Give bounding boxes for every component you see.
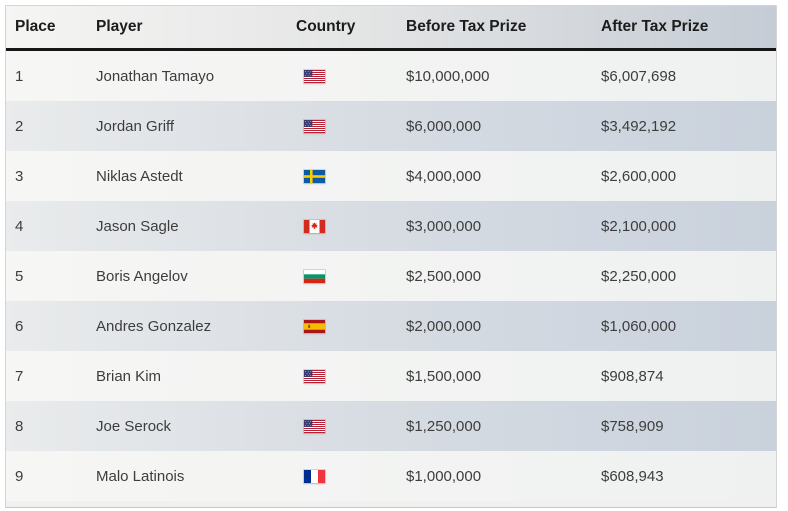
- table-row: 5 Boris Angelov $2,500,000 $2,250,000: [6, 251, 776, 301]
- place-cell: 8: [15, 417, 24, 435]
- before-tax-prize-cell: $2,500,000: [406, 267, 482, 285]
- before-tax-prize-cell: $1,500,000: [406, 367, 482, 385]
- prize-table: Place Player Country Before Tax Prize Af…: [5, 5, 777, 508]
- place-cell: 7: [15, 367, 24, 385]
- table-row: 1 Jonathan Tamayo $10,000,000 $6,007,698: [6, 51, 776, 101]
- column-header-country: Country: [296, 18, 356, 35]
- after-tax-prize-cell: $758,909: [601, 417, 664, 435]
- before-tax-prize-cell: $10,000,000: [406, 67, 490, 85]
- column-header-player: Player: [96, 18, 143, 35]
- after-tax-prize-cell: $2,250,000: [601, 267, 677, 285]
- country-cell: [296, 218, 406, 235]
- place-cell: 2: [15, 117, 24, 135]
- table-row: 7 Brian Kim $1,500,000 $908,874: [6, 351, 776, 401]
- column-header-before-tax-prize: Before Tax Prize: [406, 18, 527, 35]
- place-cell: 9: [15, 467, 24, 485]
- country-cell: [296, 268, 406, 285]
- before-tax-prize-cell: $2,000,000: [406, 317, 482, 335]
- player-name-cell: Jason Sagle: [96, 217, 179, 235]
- player-name-cell: Malo Latinois: [96, 467, 185, 485]
- country-cell: [296, 418, 406, 435]
- player-name-cell: Joe Serock: [96, 417, 172, 435]
- player-name-cell: Niklas Astedt: [96, 167, 183, 185]
- after-tax-prize-cell: $608,943: [601, 467, 664, 485]
- country-cell: [296, 68, 406, 85]
- us-flag-icon: [304, 70, 325, 84]
- table-body: 1 Jonathan Tamayo $10,000,000 $6,007,698…: [6, 51, 776, 501]
- before-tax-prize-cell: $1,250,000: [406, 417, 482, 435]
- place-cell: 6: [15, 317, 24, 335]
- after-tax-prize-cell: $2,600,000: [601, 167, 677, 185]
- player-name-cell: Brian Kim: [96, 367, 162, 385]
- sweden-flag-icon: [304, 170, 325, 184]
- before-tax-prize-cell: $1,000,000: [406, 467, 482, 485]
- player-name-cell: Andres Gonzalez: [96, 317, 212, 335]
- place-cell: 3: [15, 167, 24, 185]
- before-tax-prize-cell: $4,000,000: [406, 167, 482, 185]
- after-tax-prize-cell: $908,874: [601, 367, 664, 385]
- player-name-cell: Jonathan Tamayo: [96, 67, 215, 85]
- us-flag-icon: [304, 120, 325, 134]
- spain-flag-icon: [304, 320, 325, 334]
- us-flag-icon: [304, 370, 325, 384]
- country-cell: [296, 318, 406, 335]
- after-tax-prize-cell: $3,492,192: [601, 117, 677, 135]
- after-tax-prize-cell: $1,060,000: [601, 317, 677, 335]
- table-row: 6 Andres Gonzalez $2,000,000 $1,060,000: [6, 301, 776, 351]
- after-tax-prize-cell: $6,007,698: [601, 67, 677, 85]
- table-row: 3 Niklas Astedt $4,000,000 $2,600,000: [6, 151, 776, 201]
- table-row: 8 Joe Serock $1,250,000 $758,909: [6, 401, 776, 451]
- country-cell: [296, 168, 406, 185]
- bulgaria-flag-icon: [304, 270, 325, 284]
- player-name-cell: Boris Angelov: [96, 267, 188, 285]
- country-cell: [296, 468, 406, 485]
- column-header-place: Place: [15, 18, 56, 35]
- country-cell: [296, 368, 406, 385]
- table-header-row: Place Player Country Before Tax Prize Af…: [6, 6, 776, 51]
- player-name-cell: Jordan Griff: [96, 117, 175, 135]
- france-flag-icon: [304, 470, 325, 484]
- table-row: 4 Jason Sagle $3,000,000 $2,100,000: [6, 201, 776, 251]
- column-header-after-tax-prize: After Tax Prize: [601, 18, 709, 35]
- country-cell: [296, 118, 406, 135]
- place-cell: 5: [15, 267, 24, 285]
- place-cell: 1: [15, 67, 24, 85]
- after-tax-prize-cell: $2,100,000: [601, 217, 677, 235]
- before-tax-prize-cell: $3,000,000: [406, 217, 482, 235]
- us-flag-icon: [304, 420, 325, 434]
- table-row: 2 Jordan Griff $6,000,000 $3,492,192: [6, 101, 776, 151]
- before-tax-prize-cell: $6,000,000: [406, 117, 482, 135]
- place-cell: 4: [15, 217, 24, 235]
- table-row: 9 Malo Latinois $1,000,000 $608,943: [6, 451, 776, 501]
- canada-flag-icon: [304, 220, 325, 234]
